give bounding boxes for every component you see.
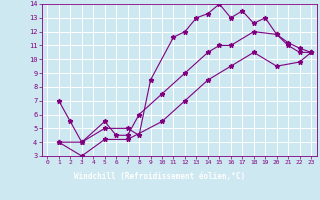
Text: Windchill (Refroidissement éolien,°C): Windchill (Refroidissement éolien,°C) [75,172,245,181]
